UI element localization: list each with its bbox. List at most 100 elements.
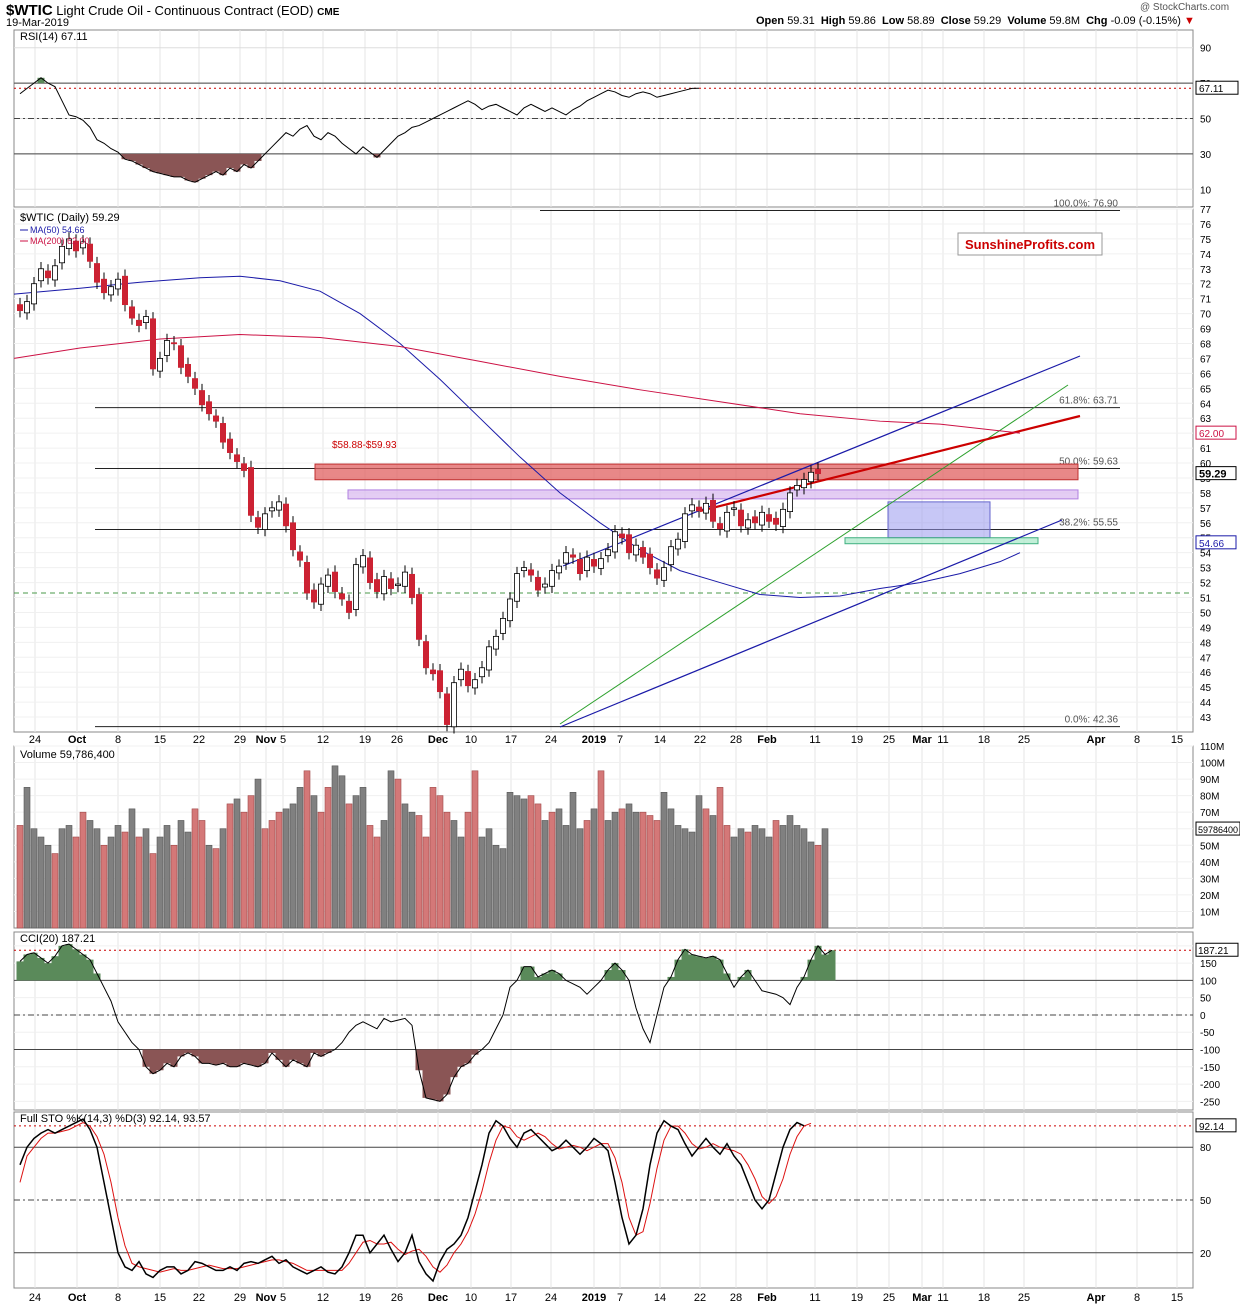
volume-current-label: 59786400 — [1198, 825, 1238, 835]
sto-title: Full STO %K(14,3) %D(3) 92.14, 93.57 — [20, 1113, 211, 1125]
x-tick-label-bottom: 26 — [391, 1292, 403, 1304]
chart-date: 19-Mar-2019 — [6, 17, 69, 29]
candle-body — [115, 278, 122, 290]
volume-bar — [618, 808, 626, 929]
x-tick-label: 24 — [29, 734, 41, 746]
x-tick-label-bottom: 24 — [545, 1292, 557, 1304]
cci-title: CCI(20) 187.21 — [20, 933, 95, 945]
x-tick-label: 19 — [359, 734, 371, 746]
candle-body — [696, 506, 703, 512]
x-tick-label: 18 — [978, 734, 990, 746]
candle-body — [142, 316, 149, 323]
volume-bar — [555, 808, 563, 929]
candle-body — [605, 549, 612, 557]
candle-body — [549, 570, 556, 587]
candle-body — [310, 589, 317, 603]
volume-title: Volume 59,786,400 — [20, 749, 115, 761]
candle-body — [66, 238, 73, 249]
volume-bar — [534, 803, 542, 929]
candle-body — [331, 571, 338, 592]
price-tick: 77 — [1200, 205, 1212, 216]
candle-body — [366, 557, 373, 583]
volume-bar — [184, 831, 192, 929]
x-tick-label-bottom: Oct — [68, 1292, 87, 1304]
candle-body — [731, 507, 738, 510]
candle-body — [689, 504, 696, 512]
volume-bar — [310, 795, 318, 929]
volume-bar — [373, 836, 381, 929]
volume-bar — [219, 828, 227, 929]
candle-body — [647, 553, 654, 569]
candle-body — [738, 509, 745, 527]
candle-body — [16, 304, 23, 312]
x-tick-label: 28 — [730, 734, 742, 746]
volume-bar — [422, 836, 430, 929]
volume-bar — [604, 820, 612, 929]
candle-body — [675, 538, 682, 550]
panel-frame-cci — [13, 931, 1194, 1111]
x-tick-label-bottom: 17 — [505, 1292, 517, 1304]
x-tick-label: 17 — [505, 734, 517, 746]
volume-bar — [464, 811, 472, 929]
price-tick: 51 — [1200, 594, 1212, 605]
candle-body — [577, 559, 584, 575]
cci-line — [19, 943, 833, 1102]
close-value: 59.29 — [973, 15, 1002, 27]
price-tick: 47 — [1200, 653, 1212, 664]
cci-tick: 50 — [1200, 994, 1212, 1005]
open-value: 59.31 — [787, 15, 815, 27]
resistance-zone — [314, 463, 1079, 481]
fib-label: 38.2%: 55.55 — [1059, 518, 1118, 529]
volume-bar — [338, 775, 346, 929]
cci-current-tag — [1195, 942, 1239, 957]
sto-tick: 80 — [1200, 1143, 1212, 1154]
candle-body — [212, 415, 219, 422]
volume-bar — [646, 815, 654, 929]
price-title: $WTIC (Daily) 59.29 — [20, 212, 120, 224]
volume-tick: 70M — [1200, 808, 1219, 819]
ma50-current-tag — [1195, 535, 1237, 550]
fib-label: 100.0%: 76.90 — [1054, 198, 1119, 209]
sto-current-label: 92.14 — [1199, 1122, 1224, 1133]
x-tick-label: 19 — [851, 734, 863, 746]
volume-bar — [191, 808, 199, 929]
price-tick: 68 — [1200, 339, 1212, 350]
price-tick: 58 — [1200, 489, 1212, 500]
cci-tick: -100 — [1200, 1046, 1220, 1057]
candle-body — [710, 499, 717, 522]
candle-body — [94, 263, 101, 283]
candle-body — [745, 519, 752, 529]
volume-bar — [16, 825, 24, 929]
x-tick-label-bottom: 15 — [154, 1292, 166, 1304]
cci-tick: -50 — [1200, 1028, 1215, 1039]
rsi-line — [19, 77, 700, 183]
candle-body — [198, 390, 205, 406]
cci-tick: -150 — [1200, 1063, 1220, 1074]
candle-body — [464, 671, 471, 687]
x-tick-label-bottom: 24 — [29, 1292, 41, 1304]
candle-body — [156, 358, 163, 372]
candle-body — [240, 463, 247, 471]
candle-body — [268, 507, 275, 512]
volume-bar — [786, 815, 794, 929]
x-tick-label-bottom: 11 — [809, 1292, 820, 1304]
x-tick-label-bottom: Nov — [256, 1292, 278, 1304]
cci-tick: 150 — [1200, 959, 1217, 970]
high-value: 59.86 — [848, 15, 876, 27]
x-tick-label: 8 — [115, 734, 121, 746]
volume-bar — [674, 825, 682, 929]
volume-bar — [583, 820, 591, 929]
candle-body — [450, 682, 457, 728]
candle-body — [429, 669, 436, 675]
volume-bar — [667, 808, 675, 929]
x-tick-label-bottom: 15 — [1171, 1292, 1183, 1304]
volume-bar — [709, 815, 717, 929]
price-tick: 44 — [1200, 698, 1212, 709]
candle-body — [436, 670, 443, 693]
candle-body — [492, 635, 499, 650]
price-tick: 48 — [1200, 638, 1212, 649]
candle-body — [521, 567, 528, 572]
fib-label: 0.0%: 42.36 — [1065, 715, 1119, 726]
candle-body — [780, 508, 787, 527]
volume-bar — [212, 848, 220, 929]
